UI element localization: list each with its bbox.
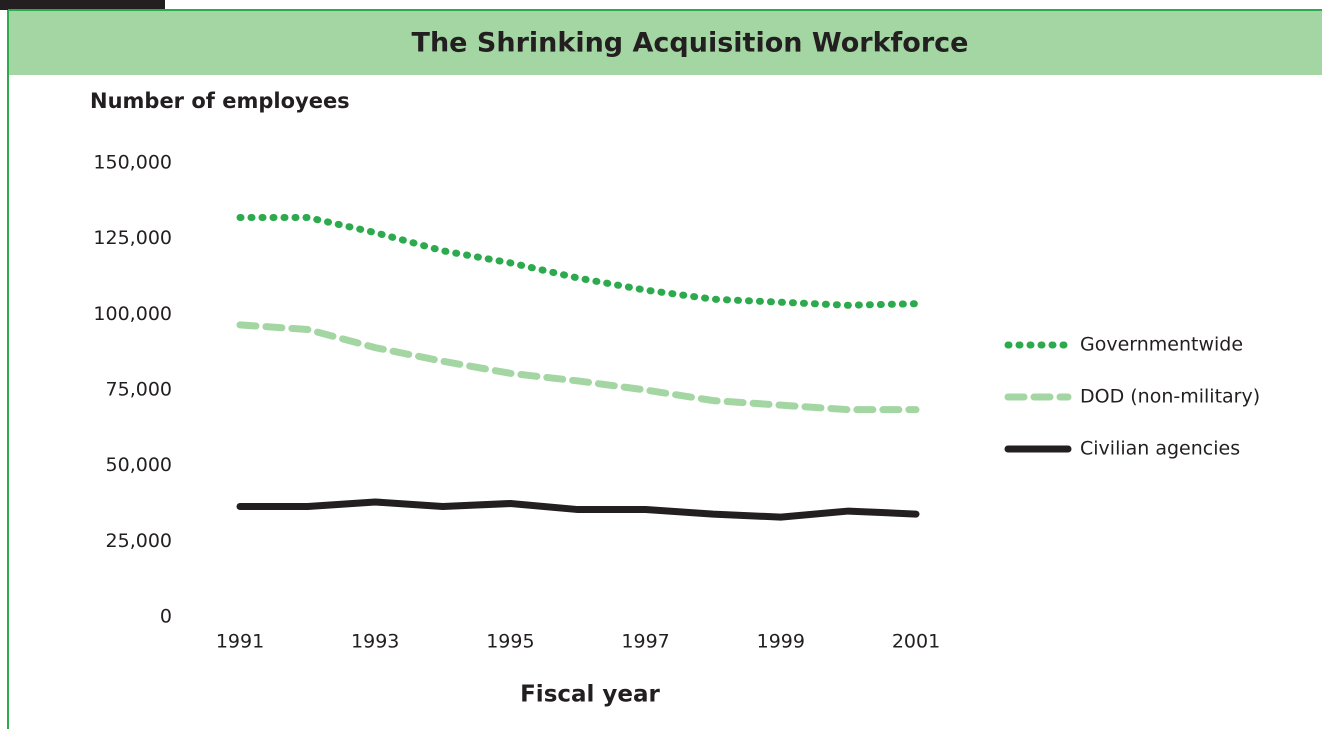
y-tick-label: 25,000: [106, 530, 172, 552]
y-axis-label: Number of employees: [90, 89, 350, 113]
title-band: [8, 10, 1322, 75]
x-axis-label: Fiscal year: [520, 682, 660, 708]
y-tick-label: 0: [160, 606, 172, 628]
y-tick-label: 50,000: [106, 454, 172, 476]
legend-label: Governmentwide: [1080, 334, 1243, 356]
series-line: [236, 213, 920, 309]
y-tick-label: 125,000: [93, 227, 172, 249]
corner-block: [0, 0, 165, 10]
x-tick-label: 1993: [351, 631, 399, 653]
x-tick-label: 1999: [757, 631, 805, 653]
legend-label: DOD (non-military): [1080, 386, 1260, 408]
legend-label: Civilian agencies: [1080, 438, 1240, 460]
series-line: [236, 321, 920, 414]
x-tick-label: 1991: [216, 631, 264, 653]
chart-title: The Shrinking Acquisition Workforce: [412, 28, 969, 59]
y-tick-label: 75,000: [106, 379, 172, 401]
y-tick-label: 100,000: [93, 303, 172, 325]
x-tick-label: 1997: [621, 631, 669, 653]
x-tick-label: 2001: [892, 631, 940, 653]
y-tick-label: 150,000: [93, 152, 172, 174]
series-line: [236, 498, 920, 521]
x-tick-label: 1995: [486, 631, 534, 653]
